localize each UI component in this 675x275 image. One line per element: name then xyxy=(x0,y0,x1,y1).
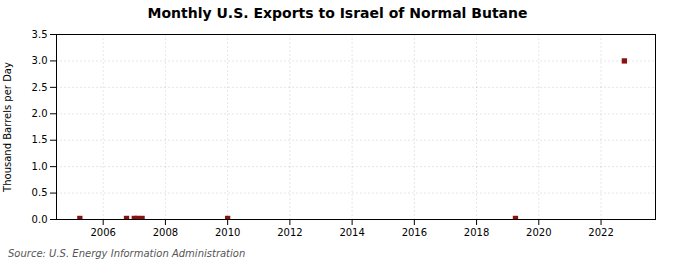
svg-text:2006: 2006 xyxy=(90,227,115,238)
svg-text:Thousand Barrels per Day: Thousand Barrels per Day xyxy=(2,62,13,193)
svg-text:2.5: 2.5 xyxy=(32,82,48,93)
svg-text:2022: 2022 xyxy=(588,227,613,238)
svg-text:0.0: 0.0 xyxy=(32,214,48,225)
svg-text:2014: 2014 xyxy=(339,227,364,238)
html-text:Monthly U.S. Exports to Israel: Monthly U.S. Exports to Israel of Normal… xyxy=(147,5,528,21)
svg-text:3.5: 3.5 xyxy=(32,29,48,40)
svg-text:2010: 2010 xyxy=(215,227,240,238)
html-text:Source: U.S. Energy Informatio: Source: U.S. Energy Information Administ… xyxy=(8,248,246,259)
svg-text:2020: 2020 xyxy=(526,227,551,238)
svg-text:1.0: 1.0 xyxy=(32,161,48,172)
svg-text:2.0: 2.0 xyxy=(32,108,48,119)
svg-text:0.5: 0.5 xyxy=(32,187,48,198)
svg-text:2016: 2016 xyxy=(402,227,427,238)
svg-text:1.5: 1.5 xyxy=(32,134,48,145)
svg-text:3.0: 3.0 xyxy=(32,55,48,66)
svg-text:2012: 2012 xyxy=(277,227,302,238)
svg-text:2018: 2018 xyxy=(464,227,489,238)
svg-text:2008: 2008 xyxy=(153,227,178,238)
